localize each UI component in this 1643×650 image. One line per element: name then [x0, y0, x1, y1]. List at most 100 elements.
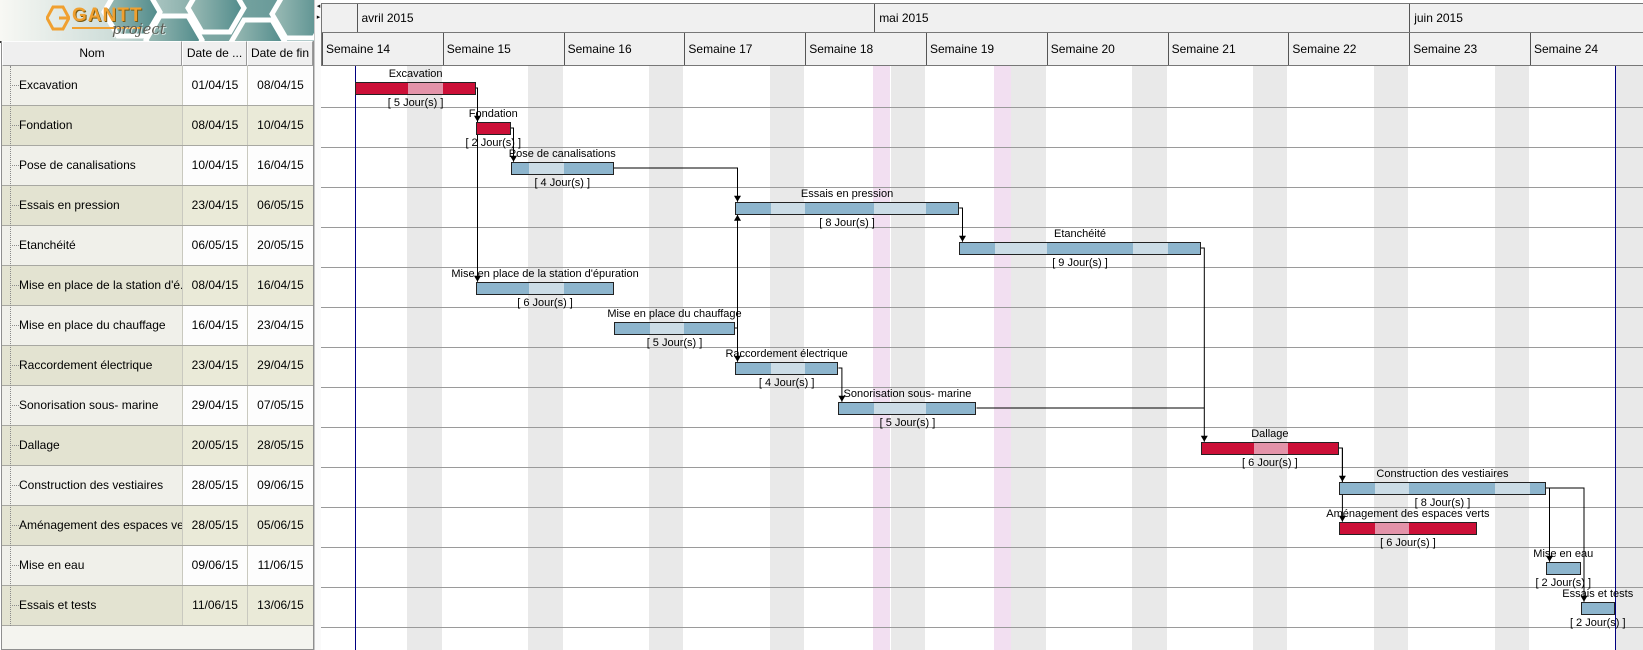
- table-row[interactable]: Aménagement des espaces verts 28/05/15 05/…: [2, 506, 313, 546]
- gantt-chart: avril 2015 mai 2015 juin 2015 Semaine 14 Se…: [321, 0, 1643, 650]
- task-start-cell[interactable]: 23/04/15: [182, 346, 247, 385]
- bar-offday-segment: [994, 242, 1047, 254]
- task-name-cell[interactable]: Aménagement des espaces verts: [2, 506, 182, 545]
- weekend-stripe: [890, 66, 925, 650]
- task-start-cell[interactable]: 16/04/15: [182, 306, 247, 345]
- gantt-bar[interactable]: [838, 401, 977, 415]
- splitter-expand-right-icon[interactable]: ▸: [316, 14, 321, 21]
- holiday-stripe: [994, 66, 1012, 650]
- task-name-cell[interactable]: Essais en pression: [2, 186, 182, 225]
- week-label: Semaine 19: [926, 33, 1047, 65]
- gantt-bar[interactable]: [476, 281, 615, 295]
- task-start-cell[interactable]: 29/04/15: [182, 386, 247, 425]
- bar-offday-segment: [529, 282, 564, 294]
- dependency-line: [1546, 487, 1585, 602]
- table-row[interactable]: Mise en place de la station d'é... 08/04/…: [2, 266, 313, 306]
- table-row[interactable]: Essais en pression 23/04/15 06/05/15: [2, 186, 313, 226]
- task-start-cell[interactable]: 08/04/15: [182, 106, 247, 145]
- table-row[interactable]: Mise en place du chauffage 16/04/15 23/04/…: [2, 306, 313, 346]
- splitter-collapse-left-icon[interactable]: ◂: [316, 3, 321, 10]
- bar-task-label: Fondation: [468, 107, 518, 120]
- task-start-cell[interactable]: 23/04/15: [182, 186, 247, 225]
- column-header-start[interactable]: Date de ...: [182, 41, 247, 66]
- task-end-cell[interactable]: 23/04/15: [247, 306, 313, 345]
- gantt-bar[interactable]: [510, 161, 614, 175]
- table-row[interactable]: Dallage 20/05/15 28/05/15: [2, 426, 313, 466]
- week-label: Semaine 15: [442, 33, 564, 65]
- task-end-cell[interactable]: 29/04/15: [247, 346, 313, 385]
- task-end-cell[interactable]: 28/05/15: [247, 426, 313, 465]
- task-end-cell[interactable]: 16/04/15: [247, 266, 313, 305]
- task-end-cell[interactable]: 09/06/15: [247, 466, 313, 505]
- table-row[interactable]: Sonorisation sous- marine 29/04/15 07/05/1…: [2, 386, 313, 426]
- table-row[interactable]: Construction des vestiaires 28/05/15 09/06…: [2, 466, 313, 506]
- table-row[interactable]: Pose de canalisations 10/04/15 16/04/15: [2, 146, 313, 186]
- week-band: Semaine 14 Semaine 15 Semaine 16 Semaine 17…: [321, 33, 1643, 66]
- gantt-bar[interactable]: [959, 241, 1201, 255]
- bar-duration-label: [ 8 Jour(s) ]: [1414, 496, 1471, 509]
- bar-task-label: Essais et tests: [1562, 587, 1634, 600]
- column-header-nom[interactable]: Nom: [2, 41, 182, 66]
- bar-task-label: Construction des vestiaires: [1376, 467, 1509, 480]
- dependency-lines: [474, 87, 1588, 602]
- gantt-bar[interactable]: [1546, 561, 1581, 575]
- task-start-cell[interactable]: 20/05/15: [182, 426, 247, 465]
- task-name-cell[interactable]: Dallage: [2, 426, 182, 465]
- dependency-arrow-icon: [734, 214, 741, 221]
- table-row[interactable]: Fondation 08/04/15 10/04/15: [2, 106, 313, 146]
- task-start-cell[interactable]: 28/05/15: [182, 506, 247, 545]
- task-name-cell[interactable]: Essais et tests: [2, 586, 182, 625]
- table-row[interactable]: Mise en eau 09/06/15 11/06/15: [2, 546, 313, 586]
- task-name-cell[interactable]: Construction des vestiaires: [2, 466, 182, 505]
- task-name-cell[interactable]: Pose de canalisations: [2, 146, 182, 185]
- gantt-bar[interactable]: [1200, 441, 1339, 455]
- task-start-cell[interactable]: 10/04/15: [182, 146, 247, 185]
- task-end-cell[interactable]: 16/04/15: [247, 146, 313, 185]
- gantt-bar[interactable]: [734, 201, 960, 215]
- weekend-stripe: [1373, 66, 1409, 650]
- table-row[interactable]: Excavation 01/04/15 08/04/15: [2, 66, 313, 106]
- task-name-cell[interactable]: Fondation: [2, 106, 182, 145]
- task-name-cell[interactable]: Mise en eau: [2, 546, 182, 585]
- task-end-cell[interactable]: 06/05/15: [247, 186, 313, 225]
- task-end-cell[interactable]: 20/05/15: [247, 226, 313, 265]
- table-row[interactable]: Raccordement électrique 23/04/15 29/04/15: [2, 346, 313, 386]
- task-start-cell[interactable]: 01/04/15: [182, 66, 247, 105]
- chart-row-line: [321, 466, 1643, 468]
- task-start-cell[interactable]: 06/05/15: [182, 226, 247, 265]
- task-end-cell[interactable]: 08/04/15: [247, 66, 313, 105]
- gantt-bar[interactable]: [355, 81, 476, 95]
- gantt-bar[interactable]: [734, 361, 839, 375]
- task-start-cell[interactable]: 28/05/15: [182, 466, 247, 505]
- task-name-cell[interactable]: Excavation: [2, 66, 182, 105]
- task-name-cell[interactable]: Etanchéité: [2, 226, 182, 265]
- task-name-cell[interactable]: Sonorisation sous- marine: [2, 386, 182, 425]
- panel-splitter[interactable]: ◂ ▸: [314, 0, 322, 650]
- table-row[interactable]: Etanchéité 06/05/15 20/05/15: [2, 226, 313, 266]
- gantt-bar[interactable]: [1338, 481, 1546, 495]
- task-end-cell[interactable]: 11/06/15: [247, 546, 313, 585]
- task-start-cell[interactable]: 08/04/15: [182, 266, 247, 305]
- task-end-cell[interactable]: 10/04/15: [247, 106, 313, 145]
- task-end-cell[interactable]: 07/05/15: [247, 386, 313, 425]
- table-row[interactable]: Essais et tests 11/06/15 13/06/15: [2, 586, 313, 626]
- gantt-bar[interactable]: [476, 121, 511, 135]
- bar-task-label: Pose de canalisations: [508, 147, 616, 160]
- week-label: Semaine 21: [1167, 33, 1289, 65]
- dependency-arrow-icon: [734, 195, 741, 202]
- column-header-end[interactable]: Date de fin: [247, 41, 313, 66]
- gantt-bar[interactable]: [1338, 521, 1477, 535]
- task-start-cell[interactable]: 09/06/15: [182, 546, 247, 585]
- bar-offday-segment: [770, 202, 806, 214]
- task-name-cell[interactable]: Mise en place de la station d'é...: [2, 266, 182, 305]
- task-end-cell[interactable]: 13/06/15: [247, 586, 313, 625]
- task-end-cell[interactable]: 05/06/15: [247, 506, 313, 545]
- weekend-stripe: [648, 66, 684, 650]
- gantt-bar[interactable]: [1580, 601, 1615, 615]
- task-name-cell[interactable]: Raccordement électrique: [2, 346, 182, 385]
- task-start-cell[interactable]: 11/06/15: [182, 586, 247, 625]
- chart-row-line: [321, 586, 1643, 588]
- app-banner: GANTT project: [0, 0, 314, 43]
- task-name-cell[interactable]: Mise en place du chauffage: [2, 306, 182, 345]
- gantt-bar[interactable]: [614, 321, 735, 335]
